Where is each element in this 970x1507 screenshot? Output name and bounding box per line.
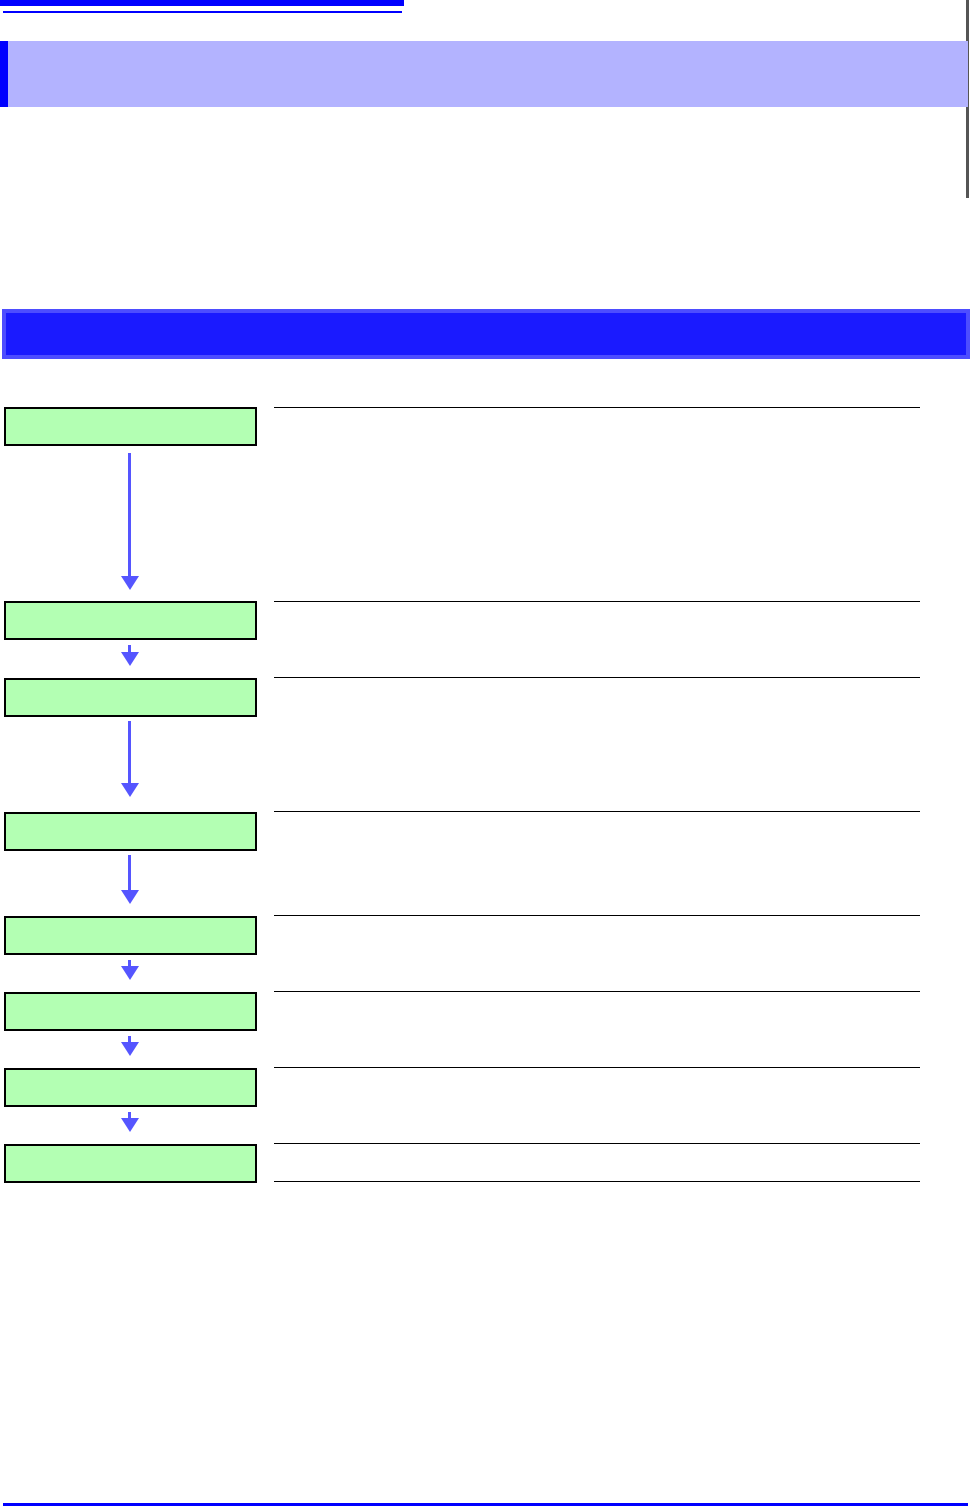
description-divider	[274, 811, 920, 812]
arrow-down-icon	[121, 453, 139, 590]
flow-step-box	[4, 678, 257, 717]
description-divider	[274, 601, 920, 602]
description-divider	[274, 915, 920, 916]
description-divider	[274, 1143, 920, 1144]
flow-step-box	[4, 812, 257, 851]
title-bar-decoration	[0, 0, 404, 6]
title-underline	[3, 11, 402, 13]
arrow-down-icon	[121, 960, 139, 980]
flow-step-box	[4, 916, 257, 955]
sub-header	[2, 309, 970, 359]
arrow-down-icon	[121, 645, 139, 666]
description-divider	[274, 677, 920, 678]
flow-step-box	[4, 601, 257, 640]
arrow-down-icon	[121, 855, 139, 904]
flow-step-box	[4, 1144, 257, 1183]
description-divider	[274, 1181, 920, 1182]
arrow-down-icon	[121, 721, 139, 797]
section-header-marker	[0, 41, 8, 107]
flow-step-box	[4, 992, 257, 1031]
description-divider	[274, 407, 920, 408]
footer-rule	[3, 1503, 968, 1506]
section-header	[0, 41, 968, 107]
description-divider	[274, 1067, 920, 1068]
arrow-down-icon	[121, 1036, 139, 1056]
flow-step-box	[4, 407, 257, 446]
description-divider	[274, 991, 920, 992]
flow-step-box	[4, 1068, 257, 1107]
arrow-down-icon	[121, 1112, 139, 1132]
